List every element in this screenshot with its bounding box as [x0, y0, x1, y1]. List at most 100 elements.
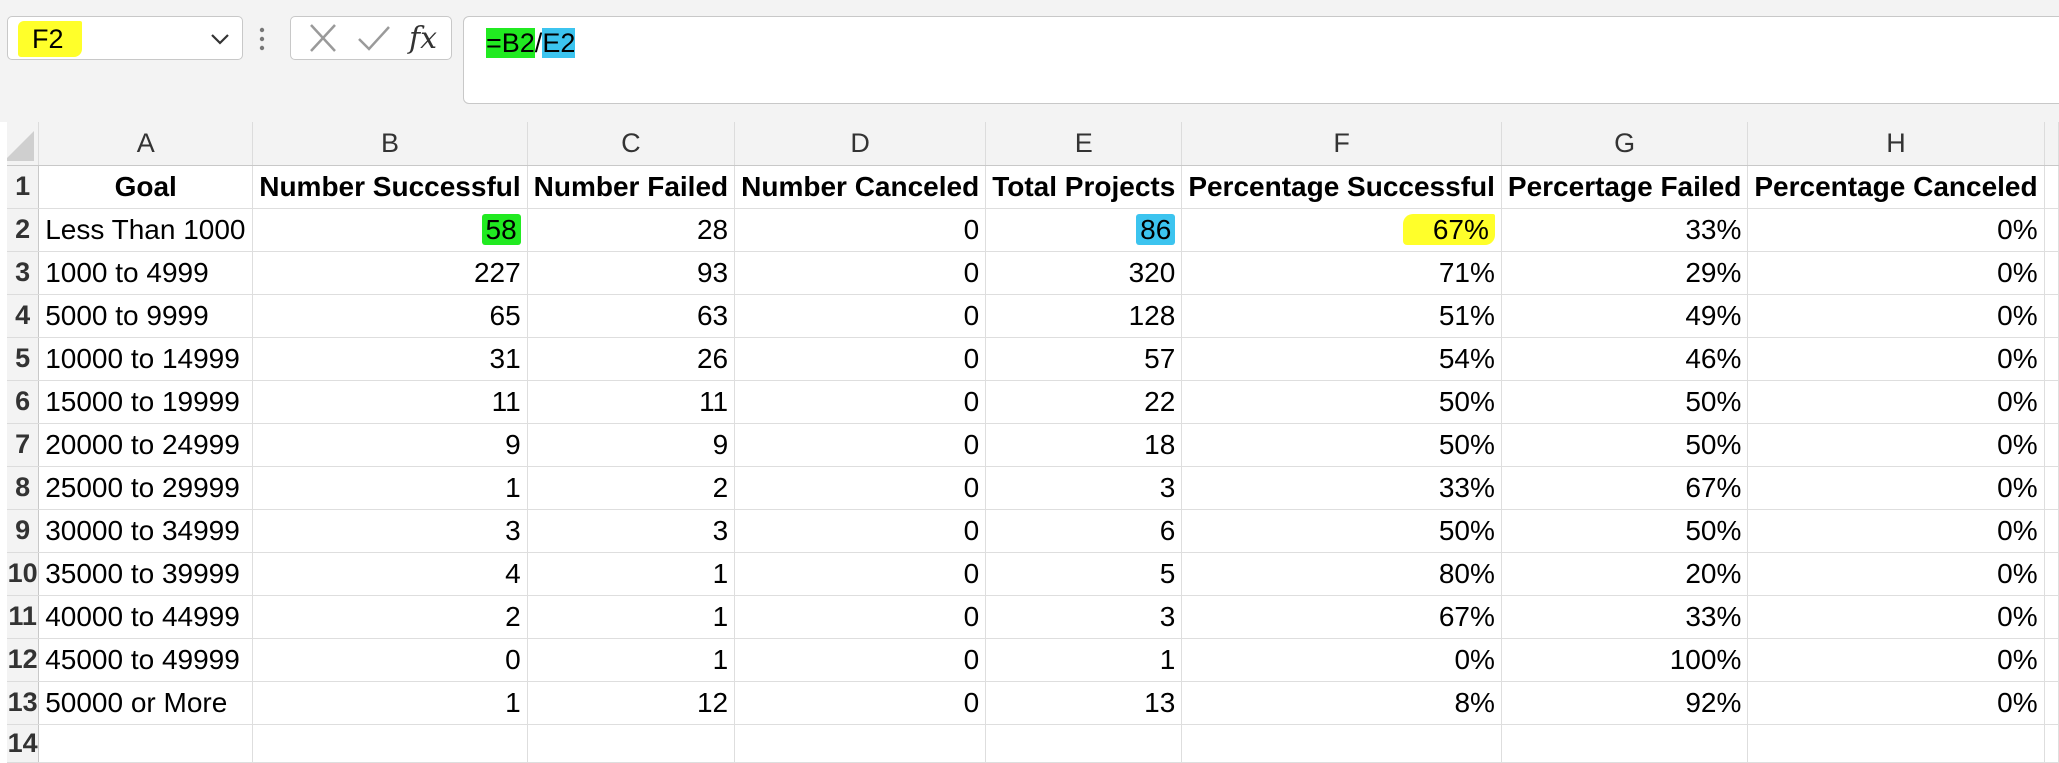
cell-empty[interactable] [2044, 681, 2059, 725]
cell-d4[interactable]: 0 [734, 294, 987, 338]
cell-e13[interactable]: 13 [985, 681, 1183, 725]
cell-empty[interactable] [2044, 380, 2059, 424]
cell-h2[interactable]: 0% [1747, 208, 2045, 252]
cell-empty[interactable] [2044, 466, 2059, 510]
cell-g8[interactable]: 67% [1501, 466, 1749, 510]
row-header[interactable]: 14 [7, 724, 40, 763]
row-header[interactable]: 9 [7, 509, 40, 553]
cell-c3[interactable]: 93 [527, 251, 736, 295]
cell-h1[interactable]: Percentage Canceled [1747, 165, 2045, 209]
cell-empty[interactable] [252, 724, 528, 763]
row-header[interactable]: 3 [7, 251, 40, 295]
cell-e11[interactable]: 3 [985, 595, 1183, 639]
cancel-x-icon[interactable] [303, 17, 343, 59]
cell-d11[interactable]: 0 [734, 595, 987, 639]
cell-b6[interactable]: 11 [252, 380, 528, 424]
cell-empty[interactable] [1501, 724, 1749, 763]
cell-b1[interactable]: Number Successful [252, 165, 528, 209]
cell-d7[interactable]: 0 [734, 423, 987, 467]
cell-b3[interactable]: 227 [252, 251, 528, 295]
cell-a6[interactable]: 15000 to 19999 [38, 380, 254, 424]
cell-empty[interactable] [527, 724, 736, 763]
cell-g2[interactable]: 33% [1501, 208, 1749, 252]
enter-check-icon[interactable] [353, 17, 395, 59]
cell-a1[interactable]: Goal [38, 165, 254, 209]
cell-f5[interactable]: 54% [1181, 337, 1502, 381]
cell-b13[interactable]: 1 [252, 681, 528, 725]
cell-empty[interactable] [2044, 423, 2059, 467]
cell-empty[interactable] [2044, 595, 2059, 639]
cell-empty[interactable] [2044, 165, 2059, 209]
cell-empty[interactable] [38, 724, 254, 763]
cell-e8[interactable]: 3 [985, 466, 1183, 510]
cell-e10[interactable]: 5 [985, 552, 1183, 596]
cell-e5[interactable]: 57 [985, 337, 1183, 381]
cell-d10[interactable]: 0 [734, 552, 987, 596]
cell-f12[interactable]: 0% [1181, 638, 1502, 682]
cell-a13[interactable]: 50000 or More [38, 681, 254, 725]
cell-g7[interactable]: 50% [1501, 423, 1749, 467]
cell-d9[interactable]: 0 [734, 509, 987, 553]
cell-a10[interactable]: 35000 to 39999 [38, 552, 254, 596]
column-header-g[interactable]: G [1501, 122, 1749, 166]
column-header-d[interactable]: D [734, 122, 987, 166]
fx-icon[interactable]: fx [409, 21, 438, 56]
cell-f9[interactable]: 50% [1181, 509, 1502, 553]
cell-f10[interactable]: 80% [1181, 552, 1502, 596]
cell-g9[interactable]: 50% [1501, 509, 1749, 553]
cell-h4[interactable]: 0% [1747, 294, 2045, 338]
cell-empty[interactable] [2044, 251, 2059, 295]
cell-empty[interactable] [1747, 724, 2045, 763]
cell-h12[interactable]: 0% [1747, 638, 2045, 682]
chevron-down-icon[interactable] [208, 27, 232, 51]
column-header-c[interactable]: C [527, 122, 736, 166]
cell-b2[interactable]: 58 [252, 208, 528, 252]
cell-h6[interactable]: 0% [1747, 380, 2045, 424]
cell-a4[interactable]: 5000 to 9999 [38, 294, 254, 338]
cell-g6[interactable]: 50% [1501, 380, 1749, 424]
cell-g3[interactable]: 29% [1501, 251, 1749, 295]
cell-g4[interactable]: 49% [1501, 294, 1749, 338]
column-header-h[interactable]: H [1747, 122, 2045, 166]
cell-empty[interactable] [985, 724, 1183, 763]
row-header[interactable]: 12 [7, 638, 40, 682]
cell-empty[interactable] [2044, 552, 2059, 596]
row-header[interactable]: 5 [7, 337, 40, 381]
cell-b9[interactable]: 3 [252, 509, 528, 553]
cell-h10[interactable]: 0% [1747, 552, 2045, 596]
cell-c7[interactable]: 9 [527, 423, 736, 467]
cell-empty[interactable] [2044, 337, 2059, 381]
cell-f13[interactable]: 8% [1181, 681, 1502, 725]
cell-empty[interactable] [2044, 509, 2059, 553]
row-header[interactable]: 7 [7, 423, 40, 467]
cell-g1[interactable]: Percertage Failed [1501, 165, 1749, 209]
cell-d2[interactable]: 0 [734, 208, 987, 252]
cell-c2[interactable]: 28 [527, 208, 736, 252]
cell-f7[interactable]: 50% [1181, 423, 1502, 467]
cell-b4[interactable]: 65 [252, 294, 528, 338]
select-all-corner[interactable] [7, 122, 40, 166]
cell-e3[interactable]: 320 [985, 251, 1183, 295]
cell-c10[interactable]: 1 [527, 552, 736, 596]
cell-c1[interactable]: Number Failed [527, 165, 736, 209]
cell-b12[interactable]: 0 [252, 638, 528, 682]
cell-g10[interactable]: 20% [1501, 552, 1749, 596]
cell-h7[interactable]: 0% [1747, 423, 2045, 467]
cell-e7[interactable]: 18 [985, 423, 1183, 467]
cell-h11[interactable]: 0% [1747, 595, 2045, 639]
formula-input[interactable]: =B2/E2 [463, 16, 2059, 104]
cell-d12[interactable]: 0 [734, 638, 987, 682]
cell-f1[interactable]: Percentage Successful [1181, 165, 1502, 209]
cell-d13[interactable]: 0 [734, 681, 987, 725]
cell-b8[interactable]: 1 [252, 466, 528, 510]
row-header[interactable]: 11 [7, 595, 40, 639]
cell-c11[interactable]: 1 [527, 595, 736, 639]
cell-e12[interactable]: 1 [985, 638, 1183, 682]
cell-b7[interactable]: 9 [252, 423, 528, 467]
cell-g13[interactable]: 92% [1501, 681, 1749, 725]
row-header[interactable]: 2 [7, 208, 40, 252]
cell-a9[interactable]: 30000 to 34999 [38, 509, 254, 553]
cell-b5[interactable]: 31 [252, 337, 528, 381]
row-header[interactable]: 13 [7, 681, 40, 725]
cell-f4[interactable]: 51% [1181, 294, 1502, 338]
